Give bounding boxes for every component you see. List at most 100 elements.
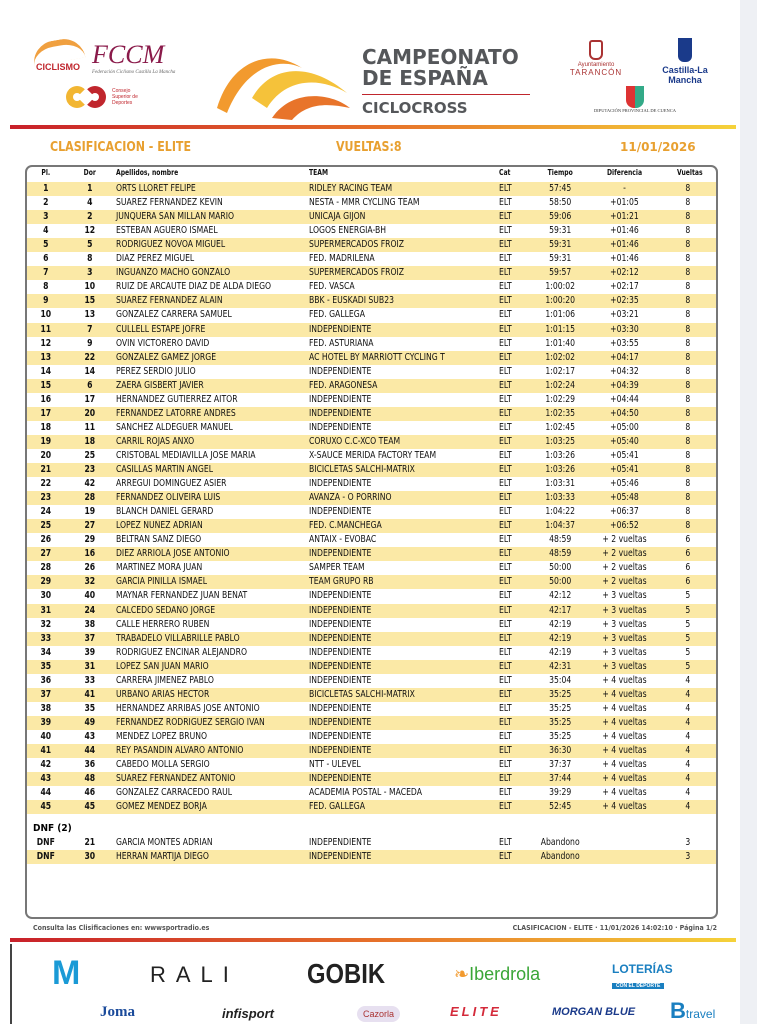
- position-cell: 18: [40, 421, 52, 433]
- position-cell: 1: [43, 183, 49, 194]
- laps-cell: 6: [685, 548, 691, 560]
- team-cell: X-SAUCE MERIDA FACTORY TEAM: [309, 449, 437, 461]
- laps-cell: 6: [685, 576, 691, 588]
- table-row: 43 48 SUAREZ FERNANDEZ ANTONIO INDEPENDIENT…: [27, 772, 716, 787]
- rider-name-cell: GONZALEZ CARRACEDO RAUL: [116, 787, 233, 799]
- bib-cell: 45: [84, 801, 96, 813]
- time-cell: 1:03:26: [545, 464, 576, 475]
- laps-cell: 8: [685, 492, 691, 504]
- team-cell: FED. ASTURIANA: [309, 337, 374, 349]
- table-row: 31 24 CALCEDO SEDANO JORGE INDEPENDIENTE ELT…: [27, 603, 716, 618]
- rider-name-cell: SUAREZ FERNANDEZ ANTONIO: [116, 773, 236, 785]
- gap-cell: +05:41: [610, 464, 639, 475]
- gap-cell: +01:46: [610, 239, 639, 251]
- position-cell: 5: [43, 239, 49, 251]
- bib-cell: 31: [84, 660, 96, 672]
- table-row: 22 42 ARREGUI DOMINGUEZ ASIER INDEPENDIENTE…: [27, 477, 716, 491]
- gap-cell: + 2 vueltas: [602, 562, 647, 574]
- page-edge: [740, 0, 757, 1024]
- team-cell: FED. ARAGONESA: [309, 379, 378, 391]
- team-cell: INDEPENDIENTE: [309, 646, 372, 658]
- laps-cell: 5: [685, 590, 691, 602]
- rider-name-cell: INGUANZO MACHO GONZALO: [116, 267, 231, 279]
- category-cell: ELT: [499, 660, 512, 672]
- position-cell: 26: [40, 534, 52, 546]
- table-row: 17 20 FERNANDEZ LATORRE ANDRES INDEPENDIENT…: [27, 406, 716, 421]
- table-row: 29 32 GARCIA PINILLA ISMAEL TEAM GRUPO RB EL…: [27, 575, 716, 590]
- gap-cell: + 3 vueltas: [602, 632, 647, 644]
- team-cell: RIDLEY RACING TEAM: [309, 183, 393, 194]
- table-row: 32 38 CALLE HERRERO RUBEN INDEPENDIENTE ELT 4…: [27, 618, 716, 632]
- team-cell: ANTAIX - EVOBAC: [309, 534, 377, 546]
- team-cell: NESTA - MMR CYCLING TEAM: [309, 197, 420, 209]
- category-cell: ELT: [499, 323, 512, 335]
- gap-cell: +01:21: [610, 211, 639, 223]
- bib-cell: 41: [84, 688, 96, 700]
- time-cell: 1:02:17: [545, 365, 576, 377]
- gap-cell: +04:17: [610, 351, 639, 363]
- table-row: 11 7 CULLELL ESTAPE JOFRE INDEPENDIENTE ELT 1…: [27, 322, 716, 337]
- position-cell: 2: [43, 197, 49, 209]
- csd-logo: Consejo Superior de Deportes: [66, 86, 146, 108]
- category-cell: ELT: [499, 492, 512, 504]
- rider-name-cell: GONZALEZ CARRERA SAMUEL: [116, 309, 232, 321]
- bib-cell: 49: [84, 716, 96, 728]
- category-cell: ELT: [499, 716, 512, 728]
- table-row: 42 36 CABEDO MOLLA SERGIO NTT - ULEVEL ELT 37…: [27, 758, 716, 772]
- rider-name-cell: CARRIL ROJAS ANXO: [116, 435, 195, 447]
- bib-cell: 19: [84, 506, 96, 518]
- time-cell: 1:02:02: [545, 351, 576, 363]
- gap-cell: + 4 vueltas: [602, 702, 647, 714]
- table-row: 25 27 LOPEZ NUÑEZ ADRIAN FED. C.MANCHEGA ELT…: [27, 519, 716, 534]
- rider-name-cell: HERRAN MARTIJA DIEGO: [116, 851, 209, 862]
- bib-cell: 17: [84, 393, 96, 405]
- rider-name-cell: FERNANDEZ LATORRE ANDRES: [116, 407, 236, 419]
- gap-cell: -: [623, 183, 626, 194]
- rider-name-cell: ORTS LLORET FELIPE: [116, 183, 196, 194]
- laps-cell: 4: [685, 688, 691, 700]
- rider-name-cell: ESTEBAN AGUERO ISMAEL: [116, 225, 218, 237]
- team-cell: INDEPENDIENTE: [309, 548, 372, 560]
- category-cell: ELT: [499, 464, 512, 475]
- bib-cell: 9: [87, 337, 93, 349]
- time-cell: 1:02:45: [545, 421, 576, 433]
- laps-cell: 8: [685, 281, 691, 293]
- dnf-row: DNF 30 HERRAN MARTIJA DIEGO INDEPENDIENTE EL…: [27, 850, 716, 864]
- position-cell: 6: [43, 253, 49, 265]
- laps-cell: 5: [685, 646, 691, 658]
- table-row: 41 44 REY PASANDIN ALVARO ANTONIO INDEPENDI…: [27, 744, 716, 758]
- position-cell: 13: [40, 351, 52, 363]
- team-cell: UNICAJA GIJON: [309, 211, 366, 223]
- laps-cell: 8: [685, 211, 691, 223]
- team-cell: AVANZA - O PORRIÑO: [309, 492, 392, 504]
- rider-name-cell: BELTRAN SANZ DIEGO: [116, 534, 202, 546]
- category-cell: ELT: [499, 478, 512, 490]
- table-row: 20 25 CRISTOBAL MEDIAVILLA JOSE MARIA X-SAU…: [27, 449, 716, 463]
- position-cell: 43: [40, 773, 52, 785]
- position-cell: 40: [40, 730, 52, 742]
- position-cell: 16: [40, 393, 52, 405]
- time-cell: 1:04:37: [545, 520, 576, 532]
- rider-name-cell: CASILLAS MARTIN ANGEL: [116, 464, 214, 475]
- rider-name-cell: RODRIGUEZ NOVOA MIGUEL: [116, 239, 226, 251]
- team-cell: INDEPENDIENTE: [309, 407, 372, 419]
- bib-cell: 40: [84, 590, 96, 602]
- category-cell: ELT: [499, 183, 512, 194]
- laps-cell: 5: [685, 660, 691, 672]
- team-header: TEAM: [309, 168, 329, 177]
- team-cell: INDEPENDIENTE: [309, 478, 372, 490]
- category-cell: ELT: [499, 520, 512, 532]
- rider-name-cell: CARRERA JIMENEZ PABLO: [116, 674, 214, 686]
- team-cell: TEAM GRUPO RB: [309, 576, 374, 588]
- category-cell: ELT: [499, 407, 512, 419]
- position-cell: DNF: [36, 837, 55, 848]
- laps-cell: 8: [685, 435, 691, 447]
- time-cell: Abandono: [540, 851, 580, 862]
- position-cell: 32: [40, 618, 52, 630]
- table-row: 45 45 GOMEZ MENDEZ BORJA FED. GALLEGA ELT 52:…: [27, 800, 716, 815]
- team-cell: INDEPENDIENTE: [309, 590, 372, 602]
- rider-name-cell: GOMEZ MENDEZ BORJA: [116, 801, 207, 813]
- laps-cell: 8: [685, 407, 691, 419]
- team-cell: FED. GALLEGA: [309, 801, 365, 813]
- table-row: 16 17 HERNANDEZ GUTIERREZ AITOR INDEPENDIEN…: [27, 393, 716, 407]
